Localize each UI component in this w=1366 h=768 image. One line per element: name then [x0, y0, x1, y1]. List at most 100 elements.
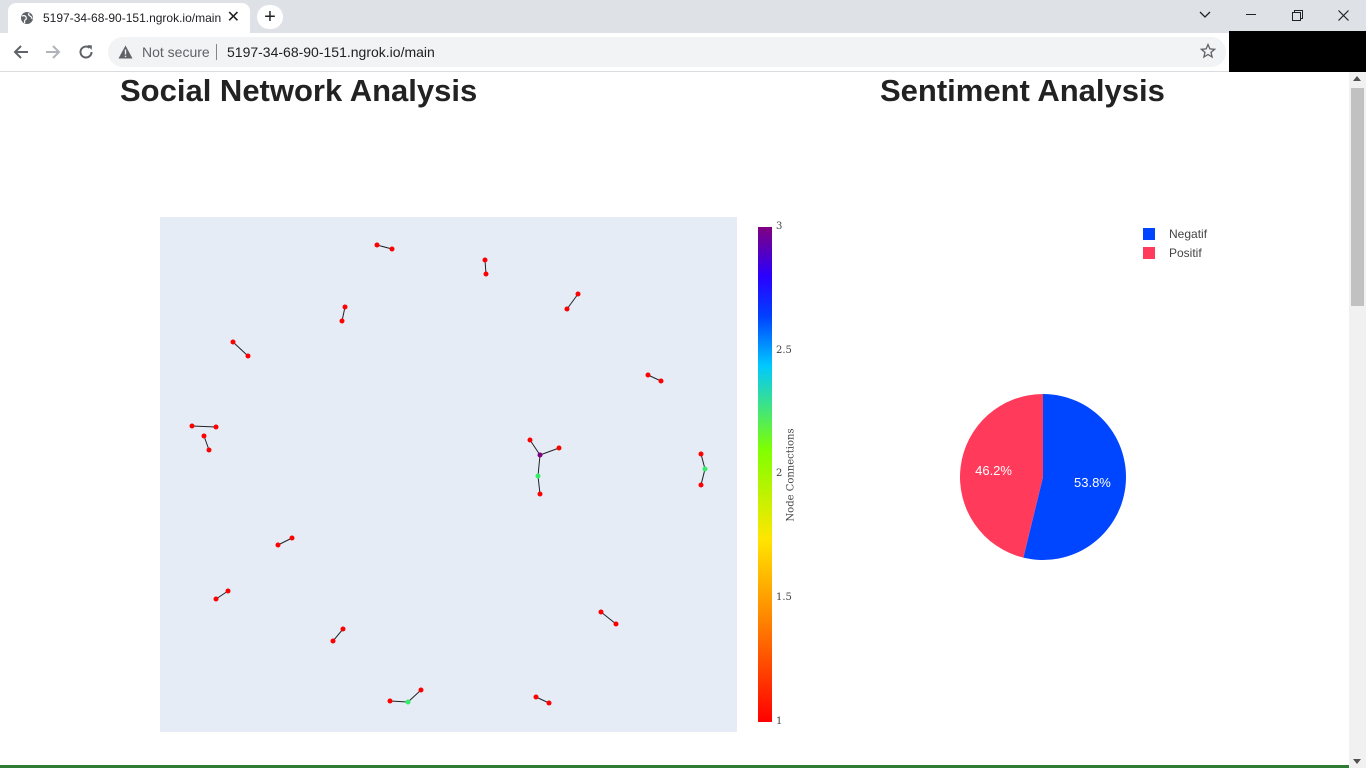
pie-slice-negatif[interactable] [1023, 394, 1126, 560]
close-icon[interactable]: ✕ [226, 9, 240, 26]
legend-item-positif[interactable]: Positif [1143, 243, 1207, 262]
network-node[interactable] [342, 304, 348, 310]
network-node[interactable] [201, 433, 207, 439]
network-node[interactable] [340, 626, 346, 632]
scroll-thumb[interactable] [1351, 88, 1364, 306]
network-node[interactable] [289, 535, 295, 541]
colorbar-tick: 1 [776, 716, 783, 727]
network-graph-svg [189, 242, 708, 706]
network-node[interactable] [245, 353, 251, 359]
back-arrow-icon[interactable] [9, 40, 33, 64]
network-edge [191, 425, 217, 428]
network-node[interactable] [482, 257, 488, 263]
network-edge [700, 468, 706, 486]
network-node[interactable] [339, 318, 345, 324]
network-node[interactable] [575, 291, 581, 297]
network-edge [566, 293, 579, 310]
sentiment-pie-chart[interactable]: 53.8% 46.2% [950, 384, 1136, 570]
network-node[interactable] [405, 699, 411, 705]
network-edge [332, 628, 344, 642]
legend-label: Positif [1169, 245, 1202, 260]
colorbar-tick: 1.5 [776, 592, 792, 603]
network-edge [376, 244, 393, 250]
network-node[interactable] [698, 451, 704, 457]
colorbar-tick: 2.5 [776, 345, 792, 356]
network-node[interactable] [330, 638, 336, 644]
scroll-up-icon[interactable] [1353, 76, 1361, 81]
network-node[interactable] [483, 271, 489, 277]
sentiment-title: Sentiment Analysis [880, 73, 1165, 108]
tab-title: 5197-34-68-90-151.ngrok.io/main [43, 11, 221, 25]
network-edge [277, 537, 293, 546]
colorbar [758, 227, 772, 722]
chevron-down-icon[interactable] [1182, 0, 1228, 30]
colorbar-title: Node Connections [785, 428, 797, 522]
network-node[interactable] [206, 447, 212, 453]
colorbar-tick: 3 [776, 221, 783, 232]
legend-item-negatif[interactable]: Negatif [1143, 224, 1207, 243]
restore-icon[interactable] [1274, 0, 1320, 30]
network-node[interactable] [374, 242, 380, 248]
network-node[interactable] [613, 621, 619, 627]
network-node[interactable] [230, 339, 236, 345]
forward-arrow-icon[interactable] [41, 40, 65, 64]
network-node[interactable] [537, 491, 543, 497]
reload-icon[interactable] [74, 40, 98, 64]
minimize-icon[interactable] [1228, 0, 1274, 30]
network-node[interactable] [537, 452, 543, 458]
scroll-down-icon[interactable] [1353, 759, 1361, 764]
network-node[interactable] [535, 473, 541, 479]
network-node[interactable] [533, 694, 539, 700]
network-node[interactable] [556, 445, 562, 451]
network-node[interactable] [213, 596, 219, 602]
pie-slice-positif[interactable] [960, 394, 1043, 558]
legend-swatch [1143, 227, 1155, 240]
pie-slice-label: 46.2% [975, 463, 1012, 478]
close-window-icon[interactable] [1320, 0, 1366, 30]
network-edge [389, 700, 409, 703]
browser-toolbar: Not secure 5197-34-68-90-151.ngrok.io/ma… [0, 33, 1366, 72]
network-node[interactable] [213, 424, 219, 430]
network-node[interactable] [389, 246, 395, 252]
address-bar[interactable]: Not secure 5197-34-68-90-151.ngrok.io/ma… [108, 37, 1226, 67]
network-node[interactable] [189, 423, 195, 429]
tab-strip: 5197-34-68-90-151.ngrok.io/main ✕ + [0, 0, 1366, 33]
network-node[interactable] [225, 588, 231, 594]
bottom-accent-line [0, 765, 1349, 768]
network-node[interactable] [546, 700, 552, 706]
network-edge [539, 447, 560, 456]
redaction-block [1229, 31, 1366, 72]
globe-icon [21, 12, 33, 24]
url-text[interactable]: 5197-34-68-90-151.ngrok.io/main [227, 44, 435, 60]
network-edge [537, 454, 541, 477]
colorbar-tick: 2 [776, 468, 783, 479]
network-edge [232, 341, 249, 357]
pie-legend: Negatif Positif [1143, 224, 1207, 262]
legend-label: Negatif [1169, 226, 1208, 241]
warning-icon [118, 45, 133, 59]
network-edge [600, 611, 617, 625]
network-edge [537, 475, 541, 495]
omnibox-separator [216, 44, 217, 60]
network-node[interactable] [645, 372, 651, 378]
network-node[interactable] [418, 687, 424, 693]
network-edge [529, 439, 541, 456]
network-node[interactable] [564, 306, 570, 312]
not-secure-label[interactable]: Not secure [142, 44, 210, 60]
network-node[interactable] [658, 378, 664, 384]
network-node[interactable] [527, 437, 533, 443]
network-node[interactable] [275, 542, 281, 548]
legend-swatch [1143, 246, 1155, 259]
vertical-scrollbar[interactable] [1349, 72, 1366, 768]
star-icon[interactable] [1200, 43, 1216, 59]
pie-slice-label: 53.8% [1074, 475, 1111, 490]
network-node[interactable] [702, 466, 708, 472]
network-title: Social Network Analysis [120, 73, 478, 108]
network-graph[interactable] [160, 217, 737, 732]
plus-icon[interactable]: + [257, 5, 283, 29]
browser-tab[interactable]: 5197-34-68-90-151.ngrok.io/main ✕ [8, 3, 250, 33]
network-node[interactable] [698, 482, 704, 488]
network-edge [407, 689, 422, 703]
network-node[interactable] [387, 698, 393, 704]
network-node[interactable] [598, 609, 604, 615]
